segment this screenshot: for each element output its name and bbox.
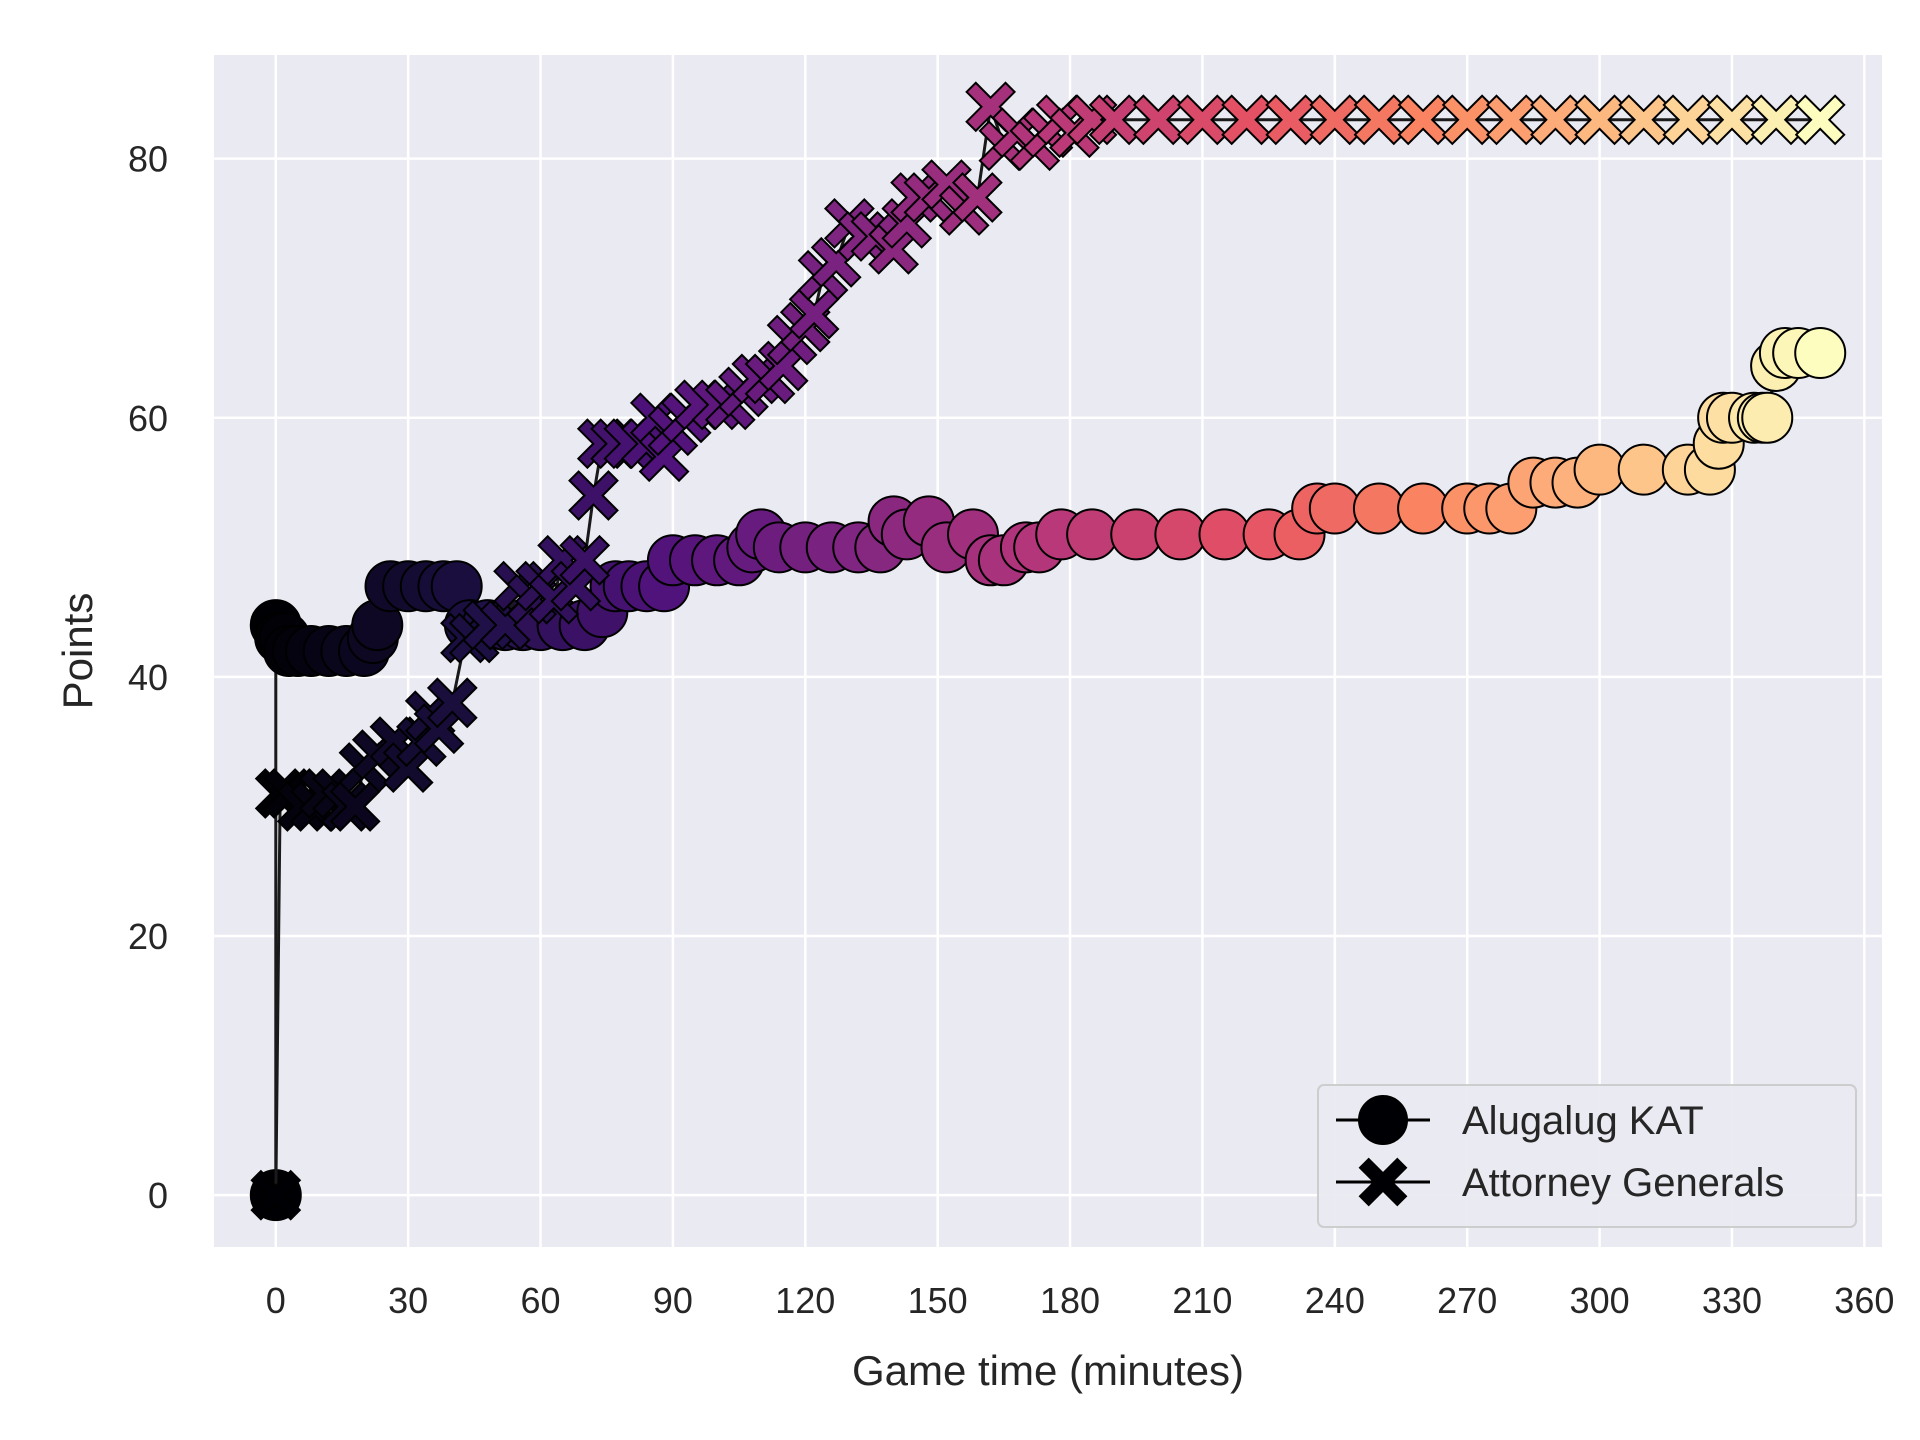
y-tick-label: 60 (128, 398, 168, 439)
x-tick-label: 0 (266, 1280, 286, 1321)
data-point (1154, 508, 1207, 561)
data-point (1198, 508, 1251, 561)
data-point (1794, 94, 1846, 146)
x-tick-labels: 0 30 60 90 120 150 180 210 240 270 300 330 360 (266, 1280, 1895, 1321)
data-point (1352, 482, 1405, 535)
y-tick-label: 0 (148, 1175, 168, 1216)
data-point (788, 288, 840, 340)
x-tick-label: 60 (521, 1280, 561, 1321)
data-point (1308, 482, 1361, 535)
data-point (951, 172, 1003, 223)
x-tick-label: 120 (775, 1280, 835, 1321)
x-tick-label: 30 (388, 1280, 428, 1321)
x-tick-label: 210 (1172, 1280, 1232, 1321)
data-point (250, 1169, 302, 1221)
data-point (1397, 482, 1450, 535)
x-tick-label: 360 (1834, 1280, 1894, 1321)
data-point (1617, 443, 1670, 496)
data-point (559, 534, 611, 586)
data-point (1573, 443, 1626, 496)
data-point (1358, 1157, 1408, 1207)
grid-lines (214, 55, 1882, 1247)
series-layer (249, 81, 1847, 1222)
x-tick-label: 150 (908, 1280, 968, 1321)
x-tick-label: 330 (1702, 1280, 1762, 1321)
y-tick-label: 80 (128, 139, 168, 180)
legend-x-marker (1358, 1157, 1408, 1207)
x-tick-label: 270 (1437, 1280, 1497, 1321)
data-point (329, 781, 381, 832)
data-point (1110, 508, 1163, 561)
data-point (1358, 1095, 1408, 1145)
y-axis-label: Points (54, 593, 101, 710)
legend: Alugalug KAT Attorney Generals (1317, 1084, 1857, 1228)
y-tick-label: 40 (128, 657, 168, 698)
x-tick-label: 240 (1305, 1280, 1365, 1321)
y-tick-labels: 0 20 40 60 80 (128, 139, 168, 1217)
x-axis-label: Game time (minutes) (852, 1347, 1244, 1394)
legend-label: Attorney Generals (1462, 1161, 1784, 1205)
x-tick-label: 180 (1040, 1280, 1100, 1321)
legend-box (1317, 1084, 1857, 1228)
data-point (1794, 327, 1847, 379)
x-tick-label: 300 (1570, 1280, 1630, 1321)
legend-circle-marker (1358, 1095, 1408, 1145)
legend-label: Alugalug KAT (1462, 1099, 1704, 1143)
series-1 (250, 81, 1846, 1221)
y-tick-label: 20 (128, 916, 168, 957)
data-point (426, 677, 478, 729)
data-point (1066, 508, 1119, 561)
data-point (568, 470, 619, 521)
x-tick-label: 90 (653, 1280, 693, 1321)
data-point (1741, 391, 1794, 444)
